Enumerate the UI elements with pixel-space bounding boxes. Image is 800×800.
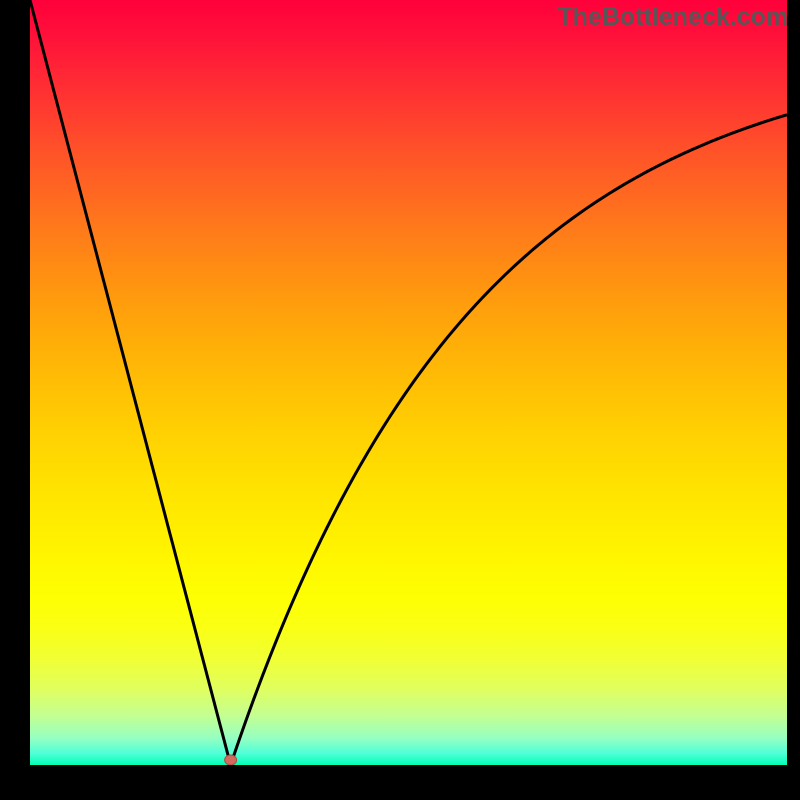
attribution-label: TheBottleneck.com: [557, 3, 788, 32]
optimal-point-marker: [225, 755, 237, 765]
bottleneck-curve-chart: [30, 0, 787, 765]
plot-area: [30, 0, 787, 765]
gradient-background: [30, 0, 787, 765]
